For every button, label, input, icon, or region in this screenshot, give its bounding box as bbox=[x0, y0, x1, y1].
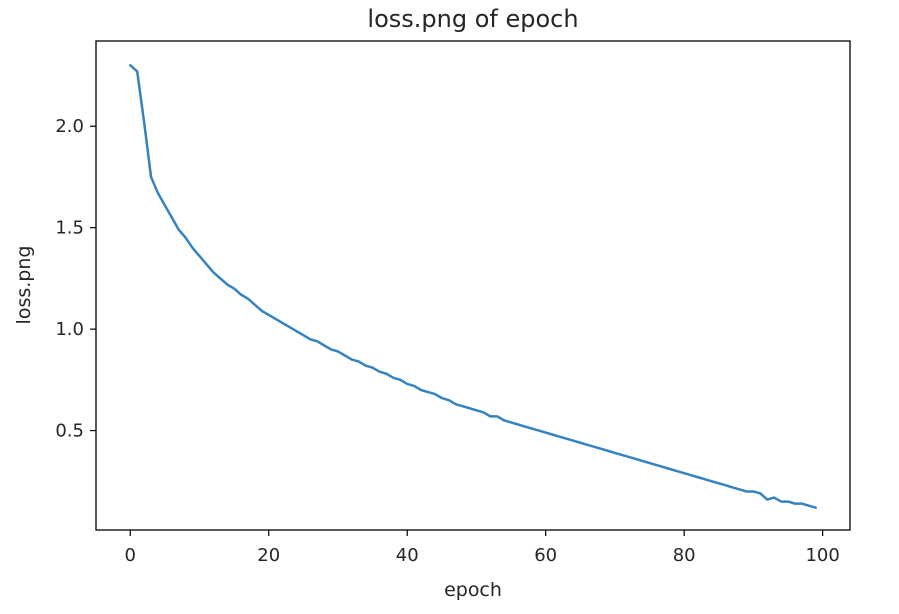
plot-area-frame bbox=[95, 40, 851, 531]
series-line bbox=[129, 64, 817, 509]
y-tick-label: 1.0 bbox=[55, 319, 84, 340]
y-tick-label: 1.5 bbox=[55, 218, 84, 239]
x-tick-label: 0 bbox=[125, 545, 136, 566]
x-axis-ticks: 0 20 40 60 80 100 bbox=[125, 530, 840, 566]
x-tick-label: 100 bbox=[805, 545, 839, 566]
chart-title: loss.png of epoch bbox=[367, 5, 578, 33]
x-tick-label: 60 bbox=[534, 545, 557, 566]
x-axis-label: epoch bbox=[444, 579, 502, 601]
x-tick-label: 40 bbox=[396, 545, 419, 566]
y-tick-label: 2.0 bbox=[55, 116, 84, 137]
x-tick-label: 80 bbox=[673, 545, 696, 566]
y-axis-label: loss.png bbox=[13, 246, 35, 325]
y-tick-label: 0.5 bbox=[55, 421, 84, 442]
y-axis-ticks: 0.5 1.0 1.5 2.0 bbox=[55, 116, 96, 442]
x-tick-label: 20 bbox=[257, 545, 280, 566]
